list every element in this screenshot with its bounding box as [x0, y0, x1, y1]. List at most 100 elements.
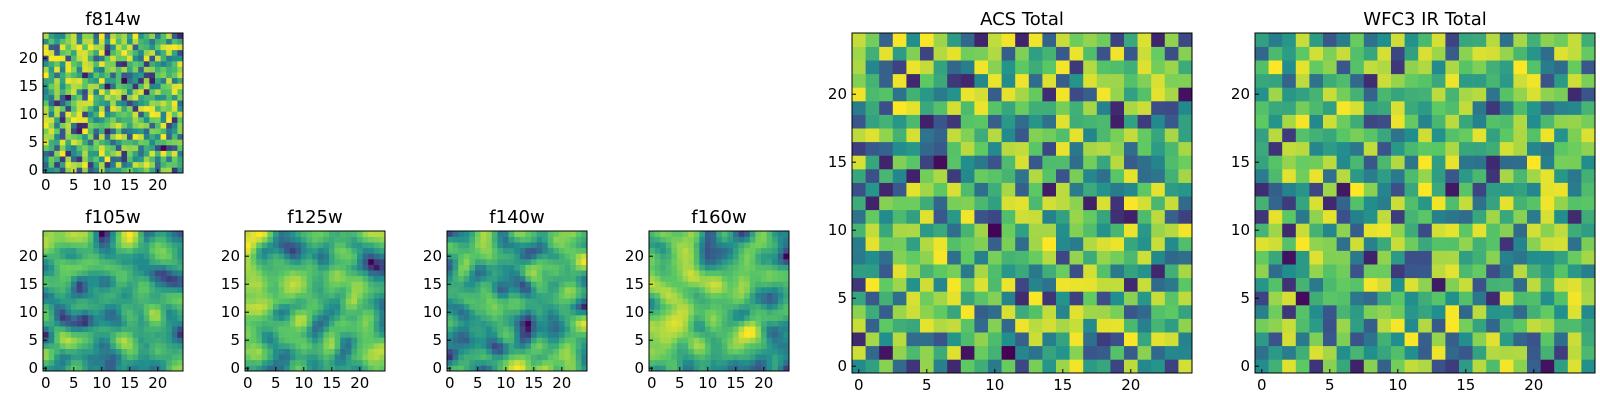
heatmap-cell — [1377, 155, 1392, 170]
heatmap-cell — [906, 60, 921, 75]
heatmap-cell — [289, 270, 296, 277]
heatmap-cell — [301, 264, 307, 271]
heatmap-cell — [738, 315, 745, 321]
heatmap-cell — [564, 348, 571, 355]
heatmap-cell — [783, 242, 790, 249]
heatmap-cell — [261, 348, 268, 355]
heatmap-cell — [1096, 46, 1111, 61]
heatmap-cell — [547, 320, 554, 327]
heatmap-cell — [452, 259, 459, 265]
heatmap-cell — [665, 275, 672, 282]
heatmap-cell — [138, 331, 145, 338]
heatmap-cell — [570, 242, 577, 249]
heatmap-cell — [329, 326, 335, 333]
heatmap-cell — [306, 315, 313, 321]
heatmap-cell — [93, 348, 100, 355]
heatmap-cell — [351, 343, 358, 349]
heatmap-cell — [99, 105, 105, 112]
heatmap-cell — [43, 264, 49, 271]
heatmap-cell — [974, 223, 989, 238]
heatmap-cell — [43, 326, 49, 333]
heatmap-cell — [463, 287, 470, 293]
heatmap-cell — [772, 348, 779, 355]
heatmap-cell — [48, 83, 55, 90]
heatmap-cell — [82, 117, 89, 123]
heatmap-cell — [295, 236, 302, 243]
heatmap-cell — [127, 61, 133, 67]
heatmap-cell — [1178, 223, 1193, 238]
heatmap-cell — [155, 309, 161, 316]
heatmap-cell — [368, 354, 375, 361]
heatmap-cell — [721, 331, 728, 338]
heatmap-cell — [536, 281, 543, 288]
heatmap-cell — [1178, 60, 1193, 75]
heatmap-cell — [519, 359, 526, 366]
heatmap-cell — [127, 292, 133, 299]
heatmap-cell — [1137, 114, 1152, 129]
heatmap-cell — [503, 337, 509, 344]
heatmap-cell — [519, 247, 526, 254]
heatmap-cell — [357, 343, 363, 349]
heatmap-cell — [59, 77, 66, 84]
heatmap-cell — [721, 343, 728, 349]
heatmap-cell — [452, 354, 459, 361]
heatmap-cell — [491, 326, 498, 333]
heatmap-cell — [514, 343, 521, 349]
heatmap-cell — [261, 247, 268, 254]
heatmap-cell — [1363, 277, 1378, 292]
heatmap-cell — [458, 281, 465, 288]
heatmap-cell — [82, 77, 89, 84]
heatmap-cell — [469, 242, 476, 249]
heatmap-cell — [1255, 182, 1269, 197]
heatmap-cell — [267, 331, 274, 338]
heatmap-cell — [379, 365, 386, 372]
heatmap-cell — [357, 270, 363, 277]
heatmap-cell — [1486, 223, 1501, 238]
heatmap-cell — [48, 133, 55, 140]
heatmap-cell — [536, 354, 543, 361]
heatmap-cell — [379, 326, 386, 333]
heatmap-cell — [171, 348, 178, 355]
heatmap-cell — [553, 303, 560, 310]
heatmap-cell — [43, 275, 49, 282]
heatmap-cell — [1083, 250, 1098, 265]
heatmap-cell — [1110, 237, 1125, 251]
heatmap-cell — [519, 270, 526, 277]
heatmap-cell — [761, 292, 767, 299]
x-tick-label: 10 — [496, 374, 515, 392]
heatmap-cell — [295, 259, 302, 265]
heatmap-cell — [665, 298, 672, 305]
heatmap-cell — [284, 309, 291, 316]
heatmap-cell — [1069, 46, 1084, 61]
heatmap-cell — [749, 236, 756, 243]
heatmap-cell — [564, 270, 571, 277]
heatmap-cell — [54, 359, 61, 366]
heatmap-cell — [340, 253, 347, 260]
heatmap-cell — [469, 320, 476, 327]
heatmap-cell — [693, 337, 700, 344]
heatmap-cell — [1137, 209, 1152, 224]
heatmap-cell — [1336, 305, 1351, 319]
heatmap-cell — [104, 150, 111, 157]
heatmap-cell — [121, 66, 128, 73]
heatmap-cell — [127, 156, 133, 163]
heatmap-cell — [317, 343, 324, 349]
heatmap-cell — [379, 264, 386, 271]
heatmap-cell — [531, 292, 537, 299]
heatmap-cell — [1323, 101, 1337, 115]
heatmap-cell — [755, 343, 762, 349]
heatmap-cell — [166, 117, 173, 123]
heatmap-cell — [761, 264, 767, 271]
heatmap-cell — [933, 87, 948, 102]
heatmap-cell — [777, 337, 784, 344]
heatmap-cell — [312, 365, 319, 372]
heatmap-cell — [166, 33, 173, 39]
heatmap-cell — [1472, 237, 1487, 251]
heatmap-cell — [1001, 87, 1016, 102]
heatmap-cell — [1255, 114, 1269, 129]
heatmap-cell — [1083, 264, 1098, 279]
heatmap-cell — [48, 315, 55, 321]
heatmap-cell — [1124, 305, 1138, 319]
heatmap-cell — [54, 77, 61, 84]
heatmap-cell — [334, 231, 341, 237]
